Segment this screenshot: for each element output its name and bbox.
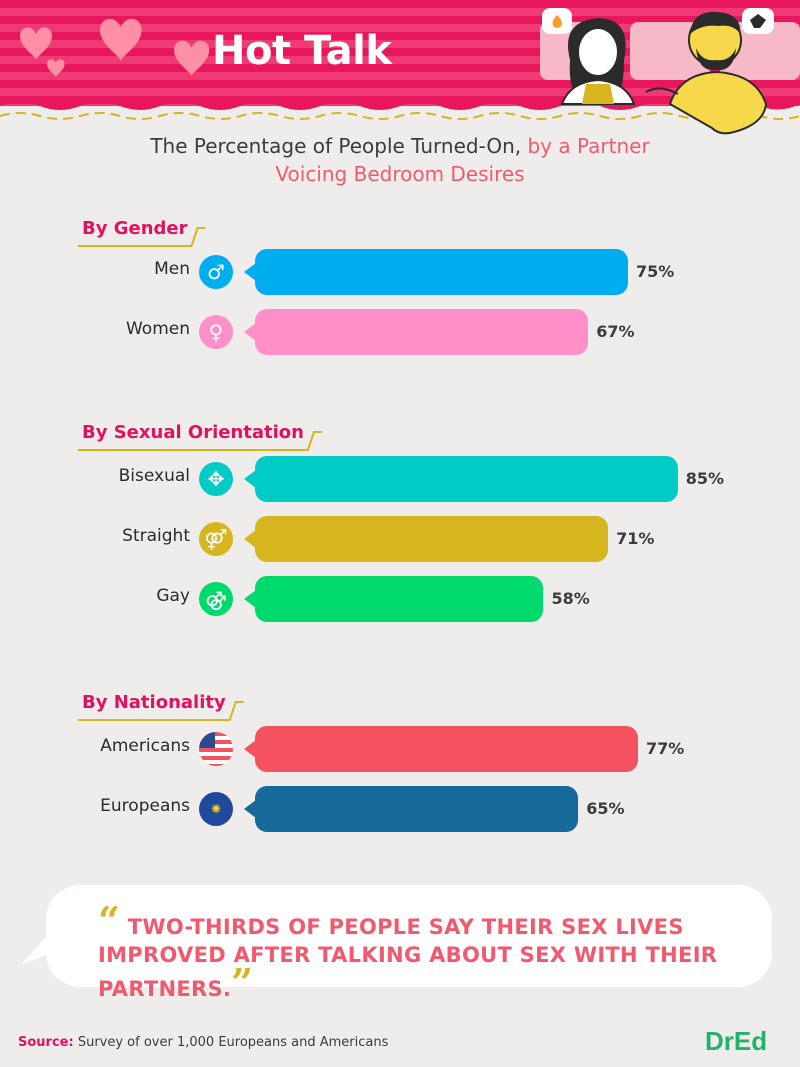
bar [255, 249, 628, 295]
quote-text: TWO-THIRDS OF PEOPLE SAY THEIR SEX LIVES… [98, 915, 718, 1001]
bar [255, 516, 609, 562]
bar-pointer [244, 800, 256, 818]
data-label: 65% [586, 799, 625, 818]
category-label: Men [154, 259, 190, 279]
section-label: By Sexual Orientation [82, 422, 304, 443]
data-label: 75% [636, 262, 675, 281]
dred-logo: DrEd [705, 1026, 768, 1056]
bar [255, 726, 638, 772]
bar-pointer [244, 590, 256, 608]
straight-symbol-icon: ⚤ [199, 522, 233, 556]
section-underline-icon [78, 227, 206, 247]
us-flag-icon [199, 732, 233, 766]
bar-pointer [244, 323, 256, 341]
section-label: By Nationality [82, 692, 226, 713]
female-symbol-icon: ♀ [199, 315, 233, 349]
subtitle-plain: The Percentage of People Turned-On, [150, 134, 522, 158]
close-quote-icon: ” [231, 960, 254, 1005]
couple-illustration [540, 8, 800, 135]
category-label: Bisexual [118, 466, 190, 486]
section-underline-icon [78, 701, 244, 721]
open-quote-icon: “ [98, 898, 121, 943]
quote-box [46, 885, 772, 987]
chart-subtitle: The Percentage of People Turned-On, by a… [0, 132, 800, 188]
bar [255, 309, 589, 355]
bar-pointer [244, 740, 256, 758]
category-label: Straight [122, 526, 190, 546]
category-label: Gay [156, 586, 190, 606]
bar-pointer [244, 470, 256, 488]
eu-flag-icon: ✺ [199, 792, 233, 826]
bisexual-symbol-icon: ✥ [199, 462, 233, 496]
bar [255, 456, 678, 502]
data-label: 77% [645, 739, 685, 758]
source-label: Source: [18, 1035, 74, 1050]
bar [255, 786, 579, 832]
section-label: By Gender [82, 218, 188, 239]
category-label: Americans [100, 736, 190, 756]
data-label: 67% [596, 322, 635, 341]
quote-callout: “ TWO-THIRDS OF PEOPLE SAY THEIR SEX LIV… [98, 902, 758, 1005]
page-title: Hot Talk [212, 28, 392, 74]
male-symbol-icon: ♂ [199, 255, 233, 289]
category-label: Women [125, 319, 190, 339]
bar-pointer [244, 263, 256, 281]
hearts-decoration-icon [20, 18, 210, 78]
data-label: 85% [685, 469, 725, 488]
subtitle-accent-1: by a Partner [527, 134, 650, 158]
data-label: 71% [616, 529, 655, 548]
gay-symbol-icon: ⚣ [199, 582, 233, 616]
source-note: Source: Survey of over 1,000 Europeans a… [18, 1035, 388, 1050]
subtitle-accent-2: Voicing Bedroom Desires [275, 162, 525, 186]
quote-bubble-tail [22, 930, 56, 964]
data-label: 58% [551, 589, 590, 608]
source-text: Survey of over 1,000 Europeans and Ameri… [77, 1035, 389, 1050]
bar-pointer [244, 530, 256, 548]
category-label: Europeans [100, 796, 190, 816]
bar [255, 576, 544, 622]
section-underline-icon [78, 431, 322, 451]
